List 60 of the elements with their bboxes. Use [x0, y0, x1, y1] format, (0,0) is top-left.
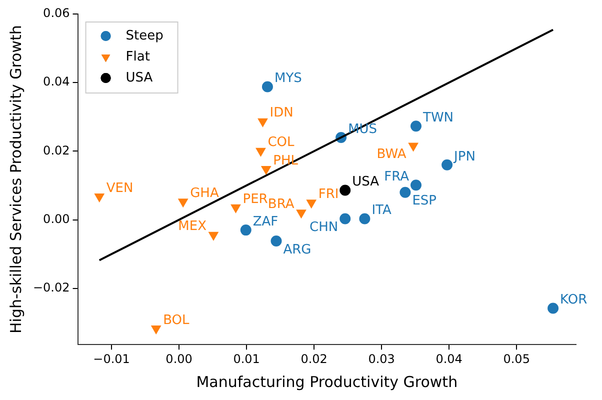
- legend-label: Flat: [126, 49, 150, 64]
- legend-label: Steep: [126, 28, 164, 44]
- point: [296, 210, 306, 218]
- annotation: FRA: [384, 170, 410, 185]
- x-tick-label: 0.03: [368, 352, 395, 366]
- point: [270, 236, 282, 247]
- x-tick-label: 0.05: [503, 352, 530, 366]
- annotation: MYS: [274, 71, 302, 86]
- y-tick-label: 0.02: [43, 143, 70, 158]
- annotation: IDN: [270, 106, 294, 121]
- annotation: ARG: [283, 242, 312, 258]
- point: [94, 193, 104, 202]
- point: [240, 224, 252, 236]
- annotation: GHA: [190, 186, 219, 201]
- point: [410, 180, 422, 191]
- x-tick-label: 0.00: [166, 352, 192, 366]
- annotation: CHN: [310, 220, 338, 236]
- x-tick-label: 0.04: [436, 352, 462, 366]
- point: [410, 120, 422, 132]
- annotation: USA: [352, 174, 380, 190]
- legend-label: USA: [126, 70, 153, 86]
- point: [340, 184, 351, 196]
- point: [306, 200, 316, 208]
- annotation: FRI: [318, 186, 339, 202]
- point: [359, 213, 370, 224]
- x-axis-title: Manufacturing Productivity Growth: [196, 372, 458, 391]
- point: [178, 198, 188, 208]
- point: [548, 302, 559, 314]
- annotation: COL: [268, 135, 296, 150]
- point: [262, 81, 273, 92]
- annotation: JPN: [453, 149, 476, 164]
- point: [230, 204, 241, 213]
- annotation: PER: [242, 192, 268, 207]
- annotation: BOL: [163, 312, 190, 328]
- x-tick-label: −0.01: [93, 352, 130, 366]
- point: [151, 325, 161, 334]
- point: [442, 159, 453, 170]
- annotation: ZAF: [252, 214, 278, 230]
- y-axis-title: High-skilled Services Productivity Growth: [6, 25, 25, 334]
- annotation: VEN: [106, 180, 134, 196]
- point: [258, 118, 268, 127]
- annotation: ITA: [372, 203, 392, 218]
- point: [340, 213, 351, 224]
- annotation: TWN: [422, 110, 454, 126]
- point: [208, 232, 218, 240]
- y-tick-label: 0.06: [43, 6, 70, 20]
- annotation: ESP: [412, 194, 437, 209]
- point: [256, 148, 266, 156]
- x-tick-label: 0.01: [233, 352, 260, 366]
- y-tick-label: 0.04: [43, 74, 70, 89]
- y-tick-label: 0.00: [43, 212, 70, 226]
- y-tick-label: −0.02: [32, 280, 70, 294]
- point: [400, 186, 411, 198]
- x-tick-label: 0.02: [300, 352, 328, 366]
- point: [408, 142, 418, 152]
- annotation: BWA: [376, 147, 406, 162]
- annotation: BRA: [268, 196, 294, 212]
- annotation: KOR: [560, 292, 588, 308]
- annotation: MEX: [178, 219, 207, 234]
- point: [261, 166, 271, 175]
